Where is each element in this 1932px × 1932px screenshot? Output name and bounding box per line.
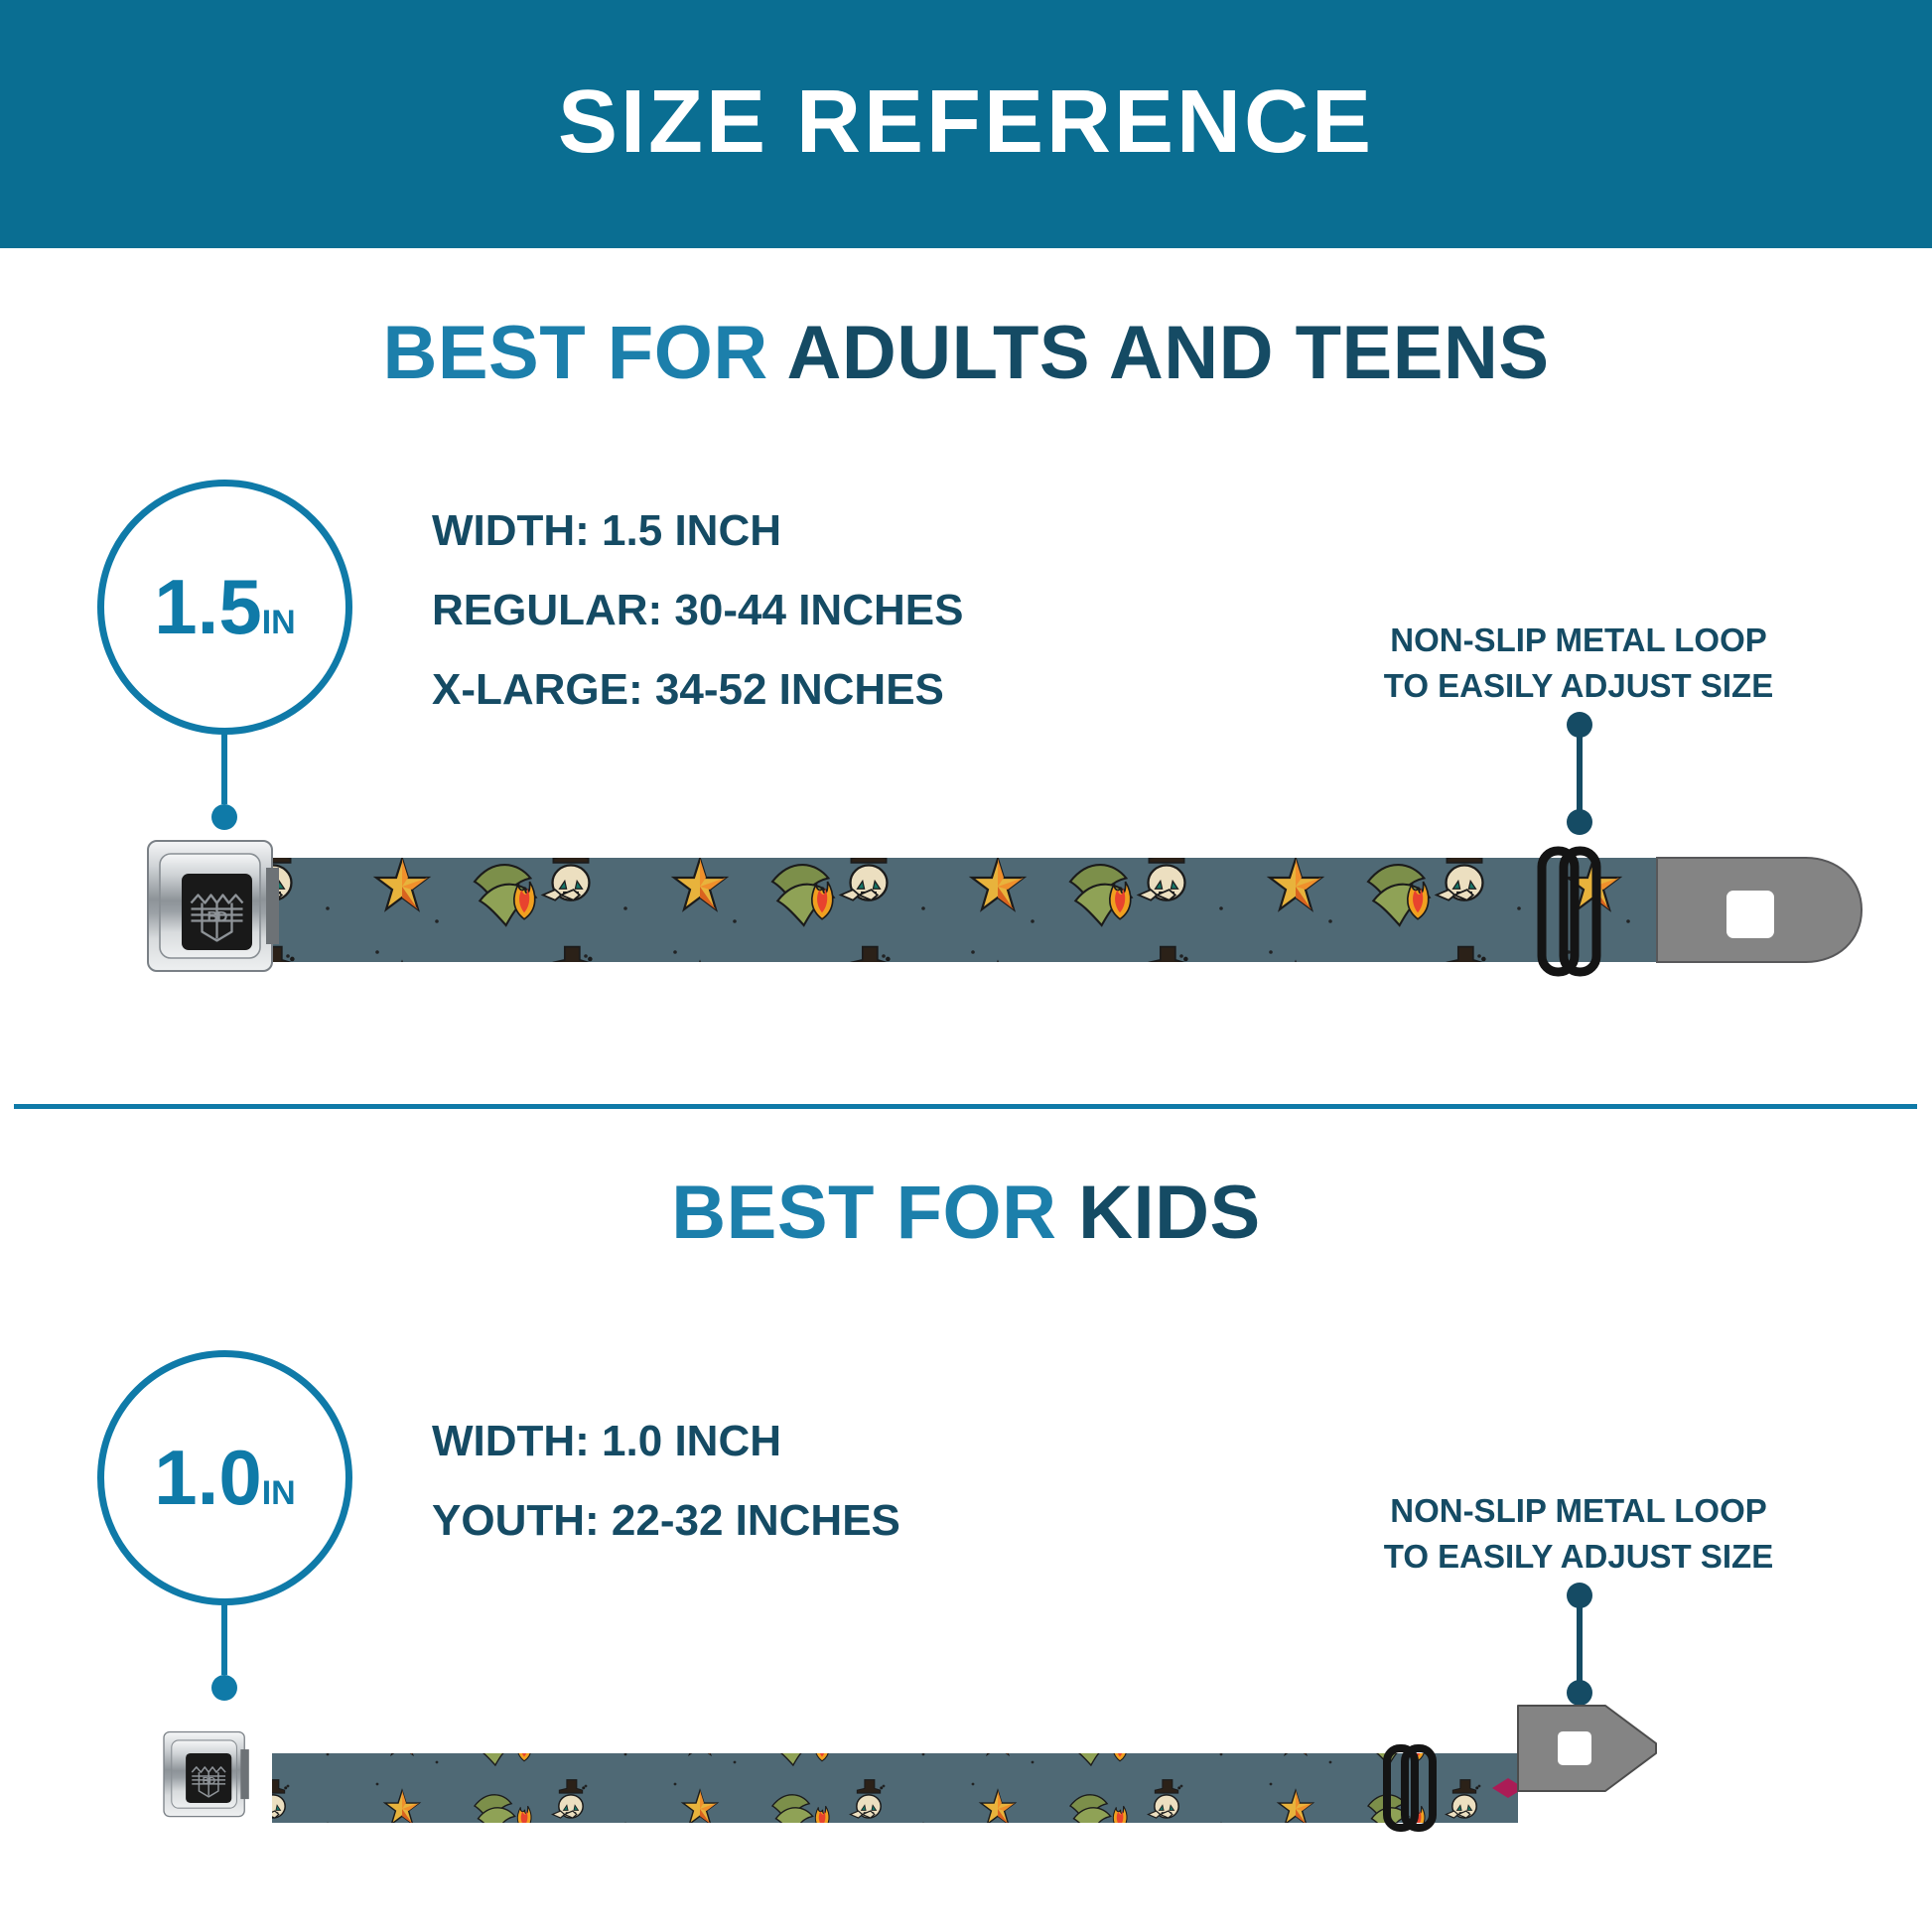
svg-text:BD: BD (207, 908, 228, 925)
svg-text:BD: BD (203, 1776, 215, 1787)
